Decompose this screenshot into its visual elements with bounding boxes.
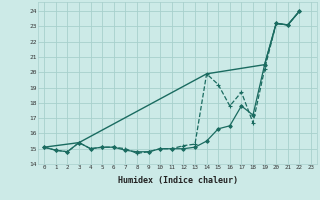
X-axis label: Humidex (Indice chaleur): Humidex (Indice chaleur) <box>118 176 238 185</box>
